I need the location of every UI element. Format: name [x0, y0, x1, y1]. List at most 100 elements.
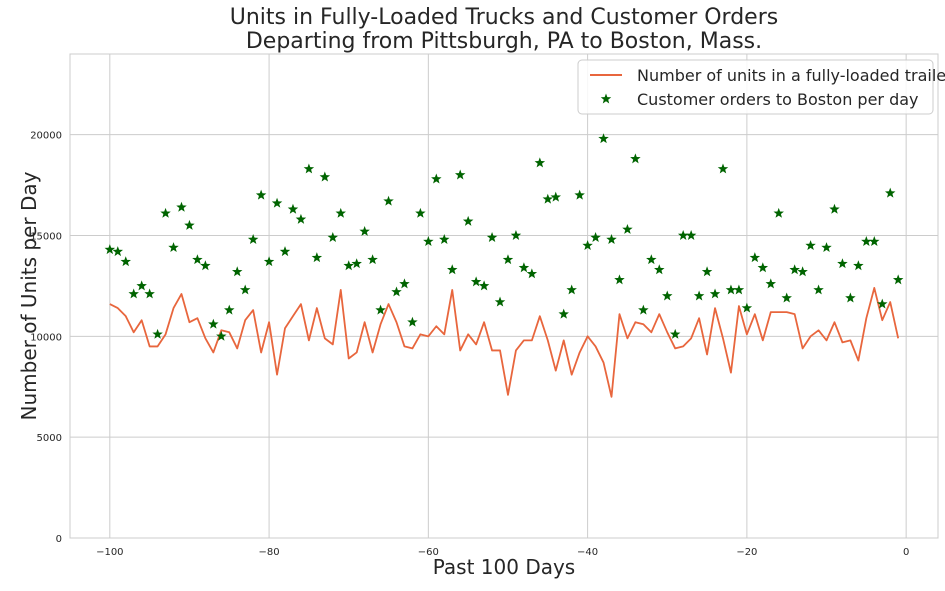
customer-orders-point — [877, 298, 888, 309]
customer-orders-point — [375, 304, 386, 315]
customer-orders-point — [176, 201, 187, 212]
customer-orders-point — [311, 252, 323, 263]
x-tick-label: −80 — [259, 547, 280, 558]
customer-orders-point — [279, 246, 291, 257]
legend-box — [577, 59, 934, 115]
customer-orders-point — [630, 153, 641, 164]
customer-orders-point — [216, 330, 227, 341]
customer-orders-point — [263, 256, 275, 267]
trailer-units-line — [109, 287, 900, 398]
customer-orders-point — [399, 278, 410, 289]
customer-orders-point — [128, 288, 139, 299]
customer-orders-point — [725, 284, 737, 295]
customer-orders-point — [423, 236, 434, 246]
customer-orders-point — [646, 254, 657, 265]
customer-orders-point — [383, 195, 394, 206]
customer-orders-point — [781, 292, 792, 303]
customer-orders-point — [470, 276, 482, 287]
customer-orders-point — [239, 284, 251, 295]
customer-orders-point — [829, 203, 840, 214]
y-tick-label: 5000 — [37, 433, 62, 444]
customer-orders-point — [582, 240, 593, 251]
customer-orders-point — [494, 296, 506, 307]
customer-orders-point — [295, 213, 307, 224]
chart-title-line-1: Units in Fully-Loaded Trucks and Custome… — [230, 5, 778, 30]
customer-orders-point — [415, 207, 426, 218]
x-tick-label: −100 — [96, 547, 123, 558]
x-tick-label: 0 — [903, 547, 909, 558]
chart-title-line-2: Departing from Pittsburgh, PA to Boston,… — [246, 29, 762, 54]
x-tick-label: −20 — [736, 547, 757, 558]
customer-orders-point — [654, 264, 665, 275]
customer-orders-point — [805, 240, 816, 251]
customer-orders-point — [486, 232, 498, 242]
customer-orders-point — [709, 288, 721, 299]
customer-orders-point — [478, 280, 490, 291]
y-tick-label: 20000 — [30, 131, 62, 142]
customer-orders-point — [287, 203, 299, 214]
customer-orders-point — [590, 232, 601, 242]
customer-orders-point — [208, 318, 219, 329]
customer-orders-point — [534, 157, 546, 168]
customer-orders-point — [614, 274, 625, 285]
customer-orders-point — [638, 304, 649, 315]
customer-orders-point — [622, 223, 633, 234]
customer-orders-point — [407, 316, 418, 327]
customer-orders-point — [518, 262, 530, 273]
customer-orders-point — [351, 258, 362, 269]
customer-orders-point — [447, 264, 458, 275]
customer-orders-point — [303, 163, 315, 174]
customer-orders-point — [184, 219, 195, 230]
customer-orders-point — [773, 207, 784, 218]
customer-orders-point — [789, 264, 800, 275]
customer-orders-point — [160, 207, 171, 218]
customer-orders-point — [717, 163, 729, 174]
customer-orders-point — [733, 284, 745, 295]
x-axis-label: Past 100 Days — [433, 555, 575, 579]
y-tick-label: 15000 — [30, 232, 62, 243]
customer-orders-point — [526, 268, 538, 279]
customer-orders-point — [892, 274, 904, 285]
customer-orders-point — [510, 230, 522, 240]
customer-orders-point — [821, 242, 832, 253]
customer-orders-point — [335, 207, 346, 218]
customer-orders-point — [462, 215, 474, 226]
customer-orders-point — [741, 302, 753, 313]
customer-orders-point — [662, 290, 673, 301]
customer-orders-point — [845, 292, 856, 303]
customer-orders-point — [606, 234, 617, 244]
customer-orders-point — [144, 288, 155, 299]
y-tick-label: 10000 — [30, 332, 62, 343]
plot-frame — [69, 53, 939, 539]
customer-orders-point — [367, 254, 378, 265]
customer-orders-point — [359, 225, 370, 236]
customer-orders-point — [327, 232, 339, 242]
customer-orders-point — [837, 258, 848, 269]
customer-orders-point — [749, 252, 761, 263]
customer-orders-point — [168, 242, 179, 253]
customer-orders-point — [693, 290, 705, 301]
customer-orders-point — [542, 193, 554, 204]
customer-orders-point — [701, 266, 713, 277]
legend-label-trailer-units: Number of units in a fully-loaded traile… — [637, 66, 945, 85]
legend-star-icon — [600, 93, 612, 104]
customer-orders-point — [884, 187, 896, 198]
tick-labels: −100 −80 −60 −40 −20 0 0 5000 10000 15000 20000 — [30, 131, 909, 558]
customer-orders-point — [431, 173, 442, 184]
customer-orders-point — [200, 260, 211, 271]
customer-orders-point — [343, 260, 354, 271]
customer-orders-point — [319, 171, 331, 182]
customer-orders-point — [598, 133, 609, 144]
customer-orders-point — [112, 246, 124, 257]
customer-orders-point — [502, 254, 514, 265]
customer-orders-point — [255, 189, 267, 200]
customer-orders-point — [192, 254, 203, 265]
customer-orders-point — [813, 284, 824, 295]
legend-label-customer-orders: Customer orders to Boston per day — [637, 90, 919, 109]
customer-orders-point — [232, 266, 243, 277]
series-layer — [104, 133, 904, 398]
customer-orders-point — [765, 278, 776, 289]
customer-orders-point — [439, 234, 450, 244]
